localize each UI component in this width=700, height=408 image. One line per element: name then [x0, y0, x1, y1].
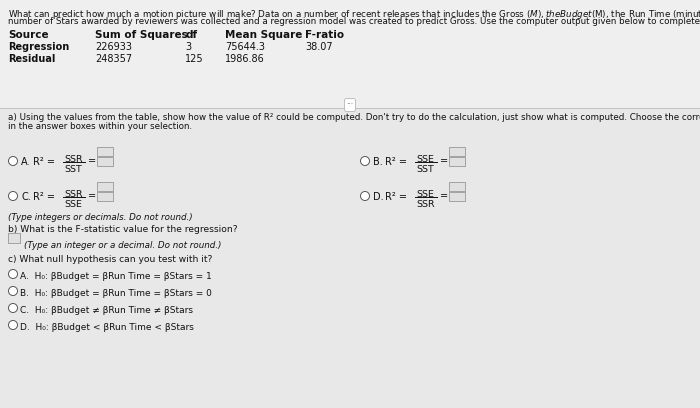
Bar — [449, 157, 465, 166]
Bar — [97, 147, 113, 156]
Text: B.  H₀: βBudget = βRun Time = βStars = 0: B. H₀: βBudget = βRun Time = βStars = 0 — [20, 289, 212, 298]
Circle shape — [8, 191, 18, 200]
Text: 125: 125 — [185, 54, 204, 64]
Text: (Type integers or decimals. Do not round.): (Type integers or decimals. Do not round… — [8, 213, 192, 222]
Text: R² =: R² = — [33, 192, 55, 202]
Circle shape — [8, 270, 18, 279]
Text: c) What null hypothesis can you test with it?: c) What null hypothesis can you test wit… — [8, 255, 212, 264]
Circle shape — [8, 286, 18, 295]
Text: D.: D. — [373, 192, 384, 202]
Text: 3: 3 — [185, 42, 191, 52]
Text: Regression: Regression — [8, 42, 69, 52]
Circle shape — [360, 191, 370, 200]
Bar — [8, 233, 20, 243]
Text: C.: C. — [21, 192, 31, 202]
Text: ···: ··· — [346, 100, 354, 109]
Text: 248357: 248357 — [95, 54, 132, 64]
Text: SSR: SSR — [416, 200, 435, 209]
Text: 1986.86: 1986.86 — [225, 54, 265, 64]
Text: Sum of Squares: Sum of Squares — [95, 30, 188, 40]
Text: =: = — [88, 156, 96, 166]
Circle shape — [360, 157, 370, 166]
Bar — [0, 0, 700, 108]
Text: A.: A. — [21, 157, 31, 167]
Circle shape — [8, 304, 18, 313]
Circle shape — [8, 157, 18, 166]
Text: R² =: R² = — [33, 157, 55, 167]
Text: number of Stars awarded by reviewers was collected and a regression model was cr: number of Stars awarded by reviewers was… — [8, 17, 700, 26]
Text: a) Using the values from the table, show how the value of R² could be computed. : a) Using the values from the table, show… — [8, 113, 700, 122]
Text: 226933: 226933 — [95, 42, 132, 52]
Bar — [97, 157, 113, 166]
Text: B.: B. — [373, 157, 383, 167]
Text: SSR: SSR — [64, 155, 83, 164]
Text: What can predict how much a motion picture will make? Data on a number of recent: What can predict how much a motion pictu… — [8, 8, 700, 21]
Bar — [97, 182, 113, 191]
Text: SSR: SSR — [64, 190, 83, 199]
Text: b) What is the F-statistic value for the regression?: b) What is the F-statistic value for the… — [8, 225, 237, 234]
Bar — [449, 192, 465, 201]
Text: SST: SST — [64, 165, 82, 174]
Text: F-ratio: F-ratio — [305, 30, 344, 40]
Bar — [97, 192, 113, 201]
Text: 38.07: 38.07 — [305, 42, 332, 52]
Text: A.  H₀: βBudget = βRun Time = βStars = 1: A. H₀: βBudget = βRun Time = βStars = 1 — [20, 272, 211, 281]
Text: SSE: SSE — [416, 155, 434, 164]
Text: in the answer boxes within your selection.: in the answer boxes within your selectio… — [8, 122, 192, 131]
Text: df: df — [185, 30, 197, 40]
Text: =: = — [440, 156, 448, 166]
Text: SST: SST — [416, 165, 434, 174]
Text: (Type an integer or a decimal. Do not round.): (Type an integer or a decimal. Do not ro… — [24, 241, 221, 250]
Text: =: = — [440, 191, 448, 201]
Bar — [449, 182, 465, 191]
Text: C.  H₀: βBudget ≠ βRun Time ≠ βStars: C. H₀: βBudget ≠ βRun Time ≠ βStars — [20, 306, 193, 315]
Circle shape — [8, 321, 18, 330]
Bar — [449, 147, 465, 156]
Text: =: = — [88, 191, 96, 201]
Text: D.  H₀: βBudget < βRun Time < βStars: D. H₀: βBudget < βRun Time < βStars — [20, 323, 194, 332]
Text: SSE: SSE — [64, 200, 82, 209]
Text: Source: Source — [8, 30, 48, 40]
Bar — [0, 108, 700, 408]
Text: Residual: Residual — [8, 54, 55, 64]
Text: R² =: R² = — [385, 157, 407, 167]
Text: 75644.3: 75644.3 — [225, 42, 265, 52]
Text: Mean Square: Mean Square — [225, 30, 302, 40]
Text: R² =: R² = — [385, 192, 407, 202]
Text: SSE: SSE — [416, 190, 434, 199]
